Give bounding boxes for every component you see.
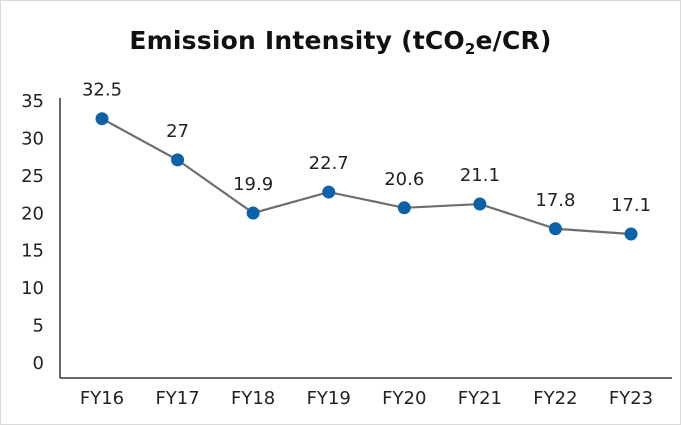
series-line — [101, 117, 632, 236]
x-tick-label: FY18 — [231, 388, 275, 409]
y-tick-label: 15 — [21, 241, 44, 262]
x-tick-label: FY20 — [382, 388, 426, 409]
x-tick-label: FY16 — [80, 388, 124, 409]
data-point — [397, 201, 411, 215]
y-tick-label: 25 — [21, 166, 44, 187]
x-tick-label: FY23 — [609, 388, 653, 409]
x-tick-labels: FY16 FY17 FY18 FY19 FY20 FY21 FY22 FY23 — [80, 388, 653, 409]
data-point — [548, 222, 562, 236]
data-label: 17.8 — [535, 190, 575, 211]
data-label: 22.7 — [309, 153, 349, 174]
y-tick-label: 5 — [33, 316, 44, 337]
data-label: 21.1 — [460, 165, 500, 186]
y-tick-label: 0 — [33, 353, 44, 374]
data-label: 19.9 — [233, 174, 273, 195]
y-tick-label: 35 — [21, 91, 44, 112]
data-label: 20.6 — [384, 169, 424, 190]
data-point — [246, 206, 260, 220]
y-tick-labels: 0 5 10 15 20 25 30 35 — [21, 91, 44, 374]
data-labels: 32.5 27 19.9 22.7 20.6 21.1 17.8 17.1 — [82, 80, 651, 216]
x-tick-label: FY21 — [458, 388, 502, 409]
data-point — [171, 153, 185, 167]
data-markers — [95, 112, 638, 241]
y-tick-label: 30 — [21, 128, 44, 149]
data-point — [322, 185, 336, 199]
data-point — [473, 197, 487, 211]
data-point — [95, 112, 109, 126]
x-tick-label: FY17 — [155, 388, 199, 409]
chart-title: Emission Intensity (tCO2e/CR) — [129, 26, 552, 58]
data-label: 27 — [166, 121, 189, 142]
data-label: 17.1 — [611, 195, 651, 216]
data-point — [624, 227, 638, 241]
x-tick-label: FY22 — [533, 388, 577, 409]
data-label: 32.5 — [82, 80, 122, 101]
x-tick-label: FY19 — [307, 388, 351, 409]
y-tick-label: 20 — [21, 203, 44, 224]
y-tick-label: 10 — [21, 278, 44, 299]
